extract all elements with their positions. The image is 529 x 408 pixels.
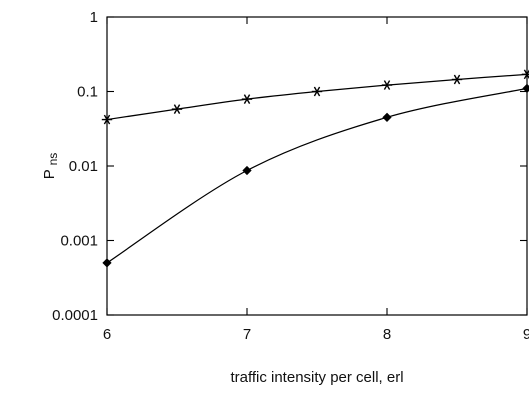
star-marker-stroke	[173, 104, 181, 114]
x-tick: 8	[383, 17, 391, 343]
y-tick-label: 1	[90, 9, 98, 26]
star-marker-stroke	[383, 80, 391, 90]
y-axis-label: P ns	[41, 153, 60, 180]
diamond-marker	[242, 165, 252, 176]
star-marker	[241, 94, 253, 104]
diamond-marker	[382, 112, 392, 122]
series	[102, 83, 529, 268]
diamond-marker	[102, 258, 112, 268]
x-tick-label: 7	[243, 326, 251, 343]
star-marker	[381, 80, 393, 90]
y-axis-ticks: 0.0001 0.001 0.01 0.1 1	[52, 9, 527, 324]
series-line	[106, 87, 528, 264]
y-tick: 1	[90, 9, 527, 26]
star-marker	[521, 69, 529, 80]
plot-area-frame	[106, 16, 528, 316]
star-marker-stroke	[453, 74, 461, 85]
x-tick: 6	[103, 17, 111, 343]
star-marker	[311, 86, 323, 97]
series-line	[106, 73, 528, 121]
x-tick-label: 9	[523, 326, 529, 343]
series-layer	[101, 69, 529, 268]
x-tick-label: 8	[383, 326, 391, 343]
star-marker-stroke	[243, 94, 251, 104]
diamond-marker	[522, 83, 529, 94]
y-tick: 0.1	[77, 84, 527, 101]
y-tick-label: 0.001	[60, 233, 98, 250]
series	[101, 69, 529, 125]
y-tick: 0.001	[60, 233, 527, 250]
y-tick-label: 0.01	[69, 158, 98, 175]
y-axis-label-main: P	[41, 169, 58, 179]
x-tick-label: 6	[103, 326, 111, 343]
x-tick: 7	[243, 17, 251, 343]
star-marker-stroke	[313, 86, 321, 97]
star-marker	[451, 74, 463, 85]
x-axis-ticks: 6 7 8 9	[103, 17, 529, 343]
y-tick-label: 0.0001	[52, 307, 98, 324]
y-tick-label: 0.1	[77, 84, 98, 101]
y-tick: 0.0001	[52, 307, 527, 324]
x-axis-label: traffic intensity per cell, erl	[230, 369, 403, 386]
x-tick: 9	[523, 17, 529, 343]
star-marker	[101, 114, 113, 125]
star-marker-stroke	[103, 114, 111, 125]
y-tick: 0.01	[69, 158, 527, 175]
y-axis-label-subscript: ns	[46, 153, 60, 166]
star-marker	[171, 104, 183, 114]
